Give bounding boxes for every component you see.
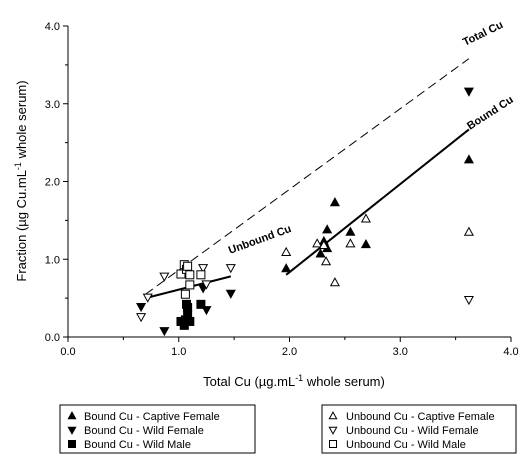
x-tick-label: 1.0 [171,346,186,358]
legend-marker [329,440,337,448]
bound-cu-captive-female-point [360,239,371,249]
fit-line-total-cu [145,58,470,295]
bound-cu-wild-male-point [185,316,195,326]
plot-area: 0.0 1.0 2.0 3.0 4.0 0.0 1.0 2.0 3.0 4.0 [45,21,519,358]
bound-cu-wild-male-point [196,299,206,309]
bound-cu-captive-female-point [281,263,292,273]
unbound-cu-wild-female-point [136,313,147,323]
x-tick-label: 2.0 [282,346,297,358]
y-ticks: 0.0 1.0 2.0 3.0 4.0 [45,21,68,344]
unbound-cu-captive-female-point [318,239,329,249]
legend-marker [328,411,338,420]
bound-cu-captive-female-point [345,226,356,236]
bound-cu-captive-female-point [329,197,340,207]
data-points [136,87,474,337]
unbound-cu-wild-female-point [225,264,236,274]
unbound-cu-captive-female-point [345,238,356,248]
fit-lines [145,58,470,300]
legend-box-right [321,404,517,454]
legend: Bound Cu - Captive Female Bound Cu - Wild… [59,404,517,454]
unbound-cu-wild-female-point [463,295,474,306]
legend-marker [67,426,77,435]
x-ticks: 0.0 1.0 2.0 3.0 4.0 [60,337,519,358]
y-tick-label: 1.0 [45,254,60,266]
bound-cu-wild-female-point [225,289,236,299]
unbound-cu-wild-male-point [180,289,190,299]
legend-label: Unbound Cu - Wild Male [346,439,466,451]
unbound-cu-wild-male-point [183,261,193,271]
legend-label: Bound Cu - Captive Female [84,411,220,423]
unbound-cu-captive-female-point [312,238,323,248]
legend-box-left [59,404,256,454]
y-axis-title: Fraction (µg Cu.mL-1 whole serum) [13,80,29,281]
unbound-cu-wild-female-point [198,264,209,274]
x-tick-label: 4.0 [503,346,518,358]
annotation-bound-cu: Bound Cu [465,94,516,133]
unbound-cu-wild-male-point [185,280,195,290]
bound-cu-wild-female-point [136,302,147,313]
x-tick-label: 3.0 [393,346,408,358]
legend-label: Bound Cu - Wild Female [84,425,204,437]
y-tick-label: 4.0 [45,21,60,33]
bound-cu-captive-female-point [322,224,333,234]
bound-cu-captive-female-point [315,248,326,258]
legend-marker [68,440,76,448]
y-tick-label: 2.0 [45,177,60,189]
fit-line-bound-cu [285,128,470,276]
y-tick-label: 3.0 [45,99,60,111]
unbound-cu-wild-male-point [185,270,195,280]
bound-cu-wild-female-point [159,327,170,337]
unbound-cu-wild-female-point [201,280,212,290]
legend-label: Bound Cu - Wild Male [84,439,191,451]
bound-cu-captive-female-point [463,154,474,164]
y-tick-label: 0.0 [45,332,60,344]
unbound-cu-wild-male-point [196,270,206,280]
legend-marker [328,426,338,435]
x-tick-label: 0.0 [60,346,75,358]
legend-label: Unbound Cu - Wild Female [346,425,479,437]
unbound-cu-wild-female-point [142,293,153,303]
unbound-cu-captive-female-point [281,246,292,256]
x-axis-title: Total Cu (µg.mL-1 whole serum) [203,373,385,389]
annotation-total-cu: Total Cu [461,19,505,49]
bound-cu-wild-male-point [183,302,193,312]
unbound-cu-captive-female-point [320,256,332,266]
legend-marker [67,411,77,420]
unbound-cu-captive-female-point [329,277,340,287]
legend-items: Bound Cu - Captive Female Bound Cu - Wild… [67,411,495,451]
unbound-cu-captive-female-point [360,213,371,223]
legend-label: Unbound Cu - Captive Female [346,411,495,423]
bound-cu-wild-female-point [463,87,474,97]
unbound-cu-wild-male-point [176,269,186,279]
unbound-cu-wild-female-point [159,272,170,282]
unbound-cu-captive-female-point [463,226,474,236]
line-annotations: Total Cu Bound Cu Unbound Cu [227,19,516,257]
